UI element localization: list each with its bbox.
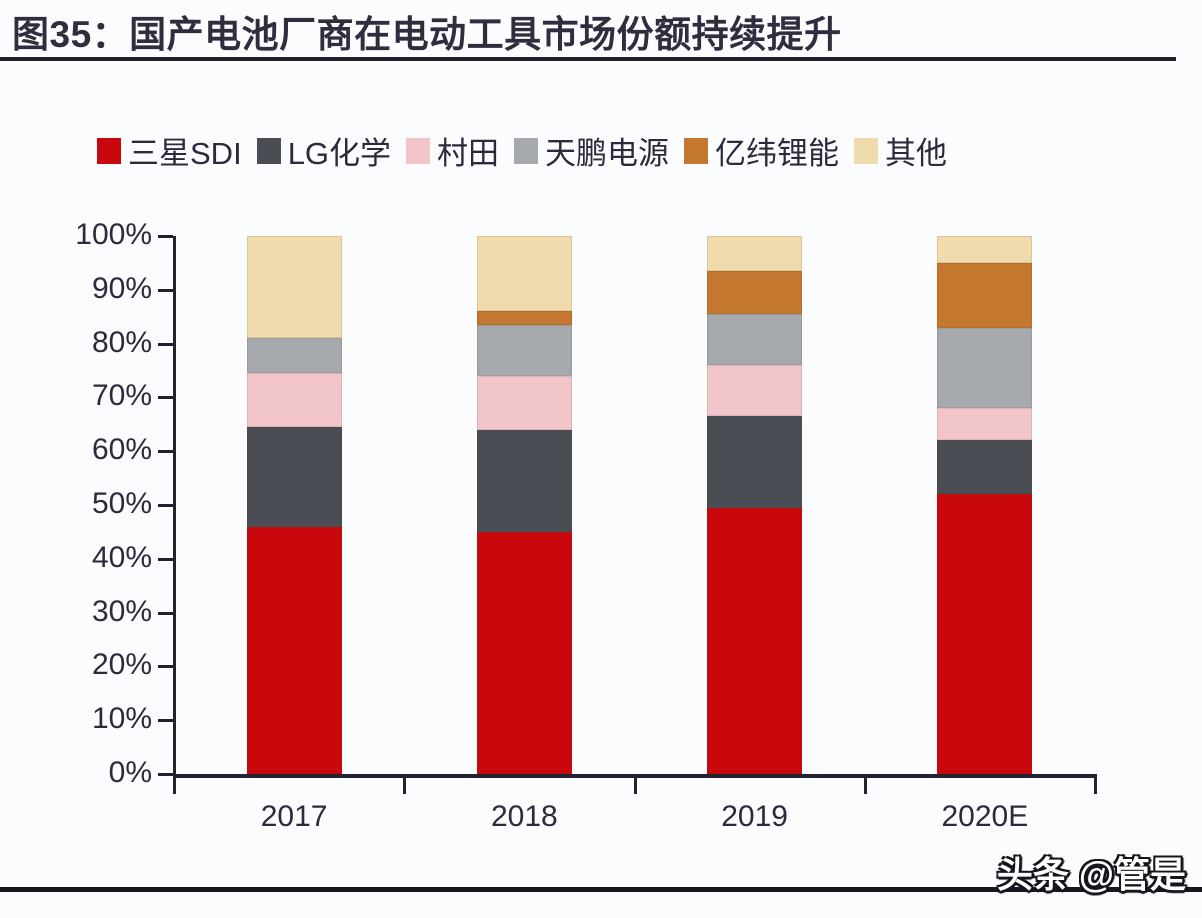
figure-title: 图35：国产电池厂商在电动工具市场份额持续提升: [12, 14, 842, 55]
bar-segment: [707, 365, 803, 417]
x-tick-label: 2017: [260, 800, 328, 833]
legend-item: 亿纬锂能: [684, 128, 839, 173]
bar-segment: [476, 375, 572, 430]
y-tick: [158, 396, 173, 400]
y-tick: [158, 665, 173, 669]
bar-segment: [476, 429, 572, 532]
bar-segment: [937, 494, 1033, 774]
y-tick-label: 40%: [91, 540, 152, 574]
bar-segment: [707, 271, 803, 315]
legend-item: 天鹏电源: [514, 128, 669, 173]
stacked-bar: [246, 236, 342, 774]
stacked-bar: [707, 236, 803, 774]
y-tick-label: 100%: [75, 218, 152, 251]
bar-segment: [476, 324, 572, 376]
y-axis-line: [173, 236, 176, 792]
x-tick-label: 2019: [721, 800, 788, 833]
y-tick-label: 50%: [91, 487, 152, 520]
y-tick: [158, 450, 173, 454]
y-tick: [158, 235, 173, 238]
legend-swatch: [854, 137, 879, 164]
bar-segment: [246, 427, 342, 527]
legend-swatch: [97, 137, 121, 164]
stacked-bar: [476, 236, 572, 774]
y-tick: [158, 611, 173, 615]
bar-segment: [937, 408, 1033, 441]
bar-segment: [707, 416, 803, 508]
title-underline: [0, 57, 1176, 61]
legend-item-label: LG化学: [287, 136, 392, 171]
legend-item-label: 村田: [437, 136, 500, 171]
y-tick-label: 10%: [91, 702, 152, 736]
bar-segment: [476, 531, 572, 774]
y-tick: [158, 557, 173, 561]
bar-segment: [937, 262, 1033, 328]
y-tick: [158, 773, 173, 776]
chart-legend: 三星SDI LG化学 村田 天鹏电源 亿纬锂能 其他: [97, 128, 947, 173]
y-tick-label: 20%: [91, 648, 152, 682]
legend-swatch: [684, 137, 709, 164]
bar-segment: [246, 236, 342, 339]
bar-segment: [707, 507, 803, 774]
y-tick: [158, 288, 173, 292]
legend-item-label: 其他: [885, 136, 948, 171]
bar-segment: [937, 440, 1033, 495]
x-tick-label: 2018: [491, 800, 558, 833]
y-tick-label: 80%: [91, 325, 152, 359]
y-tick-label: 0%: [108, 756, 152, 789]
bar-segment: [707, 236, 803, 271]
x-tick: [1094, 778, 1097, 794]
legend-item-label: 天鹏电源: [545, 136, 670, 171]
y-tick: [158, 719, 173, 723]
stacked-bar: [937, 236, 1033, 774]
legend-item-label: 亿纬锂能: [715, 136, 840, 171]
bar-segment: [246, 338, 342, 374]
legend-item-label: 三星SDI: [128, 136, 242, 171]
x-tick: [173, 778, 176, 794]
bar-segment: [476, 311, 572, 325]
watermark-text: 头条 @管是: [996, 854, 1186, 895]
y-tick-label: 90%: [91, 271, 152, 305]
x-axis-line: [173, 774, 1097, 778]
bar-segment: [707, 314, 803, 366]
x-tick-label: 2020E: [941, 800, 1029, 833]
footer-rule: [0, 887, 1202, 892]
bar-segment: [476, 236, 572, 312]
legend-swatch: [406, 137, 431, 164]
y-tick: [158, 342, 173, 346]
y-tick-label: 70%: [91, 379, 152, 413]
legend-item: LG化学: [256, 128, 392, 173]
x-tick: [403, 778, 407, 794]
legend-item: 其他: [854, 128, 947, 173]
x-tick: [633, 778, 637, 794]
x-tick: [863, 778, 867, 794]
y-tick-label: 60%: [91, 433, 152, 467]
bar-segment: [246, 373, 342, 428]
legend-item: 三星SDI: [97, 128, 242, 173]
bar-segment: [937, 236, 1033, 263]
legend-item: 村田: [406, 128, 499, 173]
y-tick-label: 30%: [91, 594, 152, 628]
y-tick: [158, 504, 173, 507]
bar-segment: [246, 526, 342, 774]
legend-swatch: [514, 137, 539, 164]
legend-swatch: [256, 137, 281, 164]
bar-segment: [937, 327, 1033, 409]
